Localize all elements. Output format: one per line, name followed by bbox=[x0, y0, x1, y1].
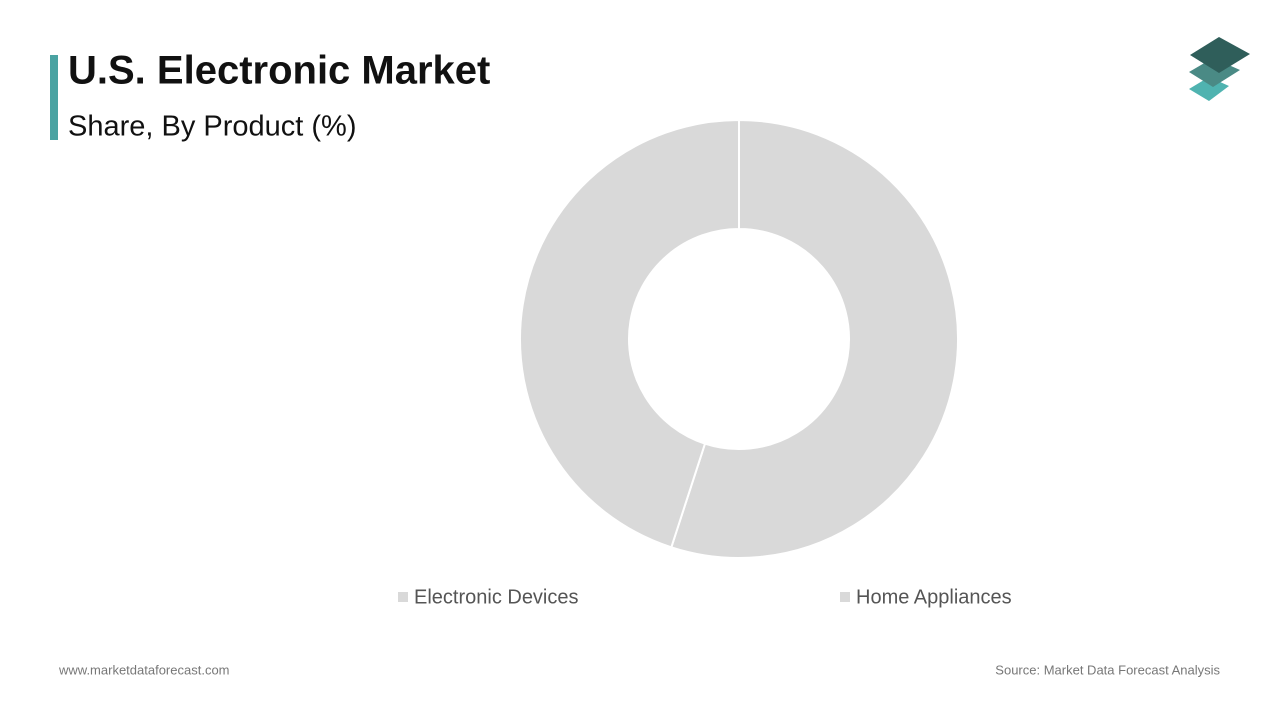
slice bbox=[519, 118, 740, 549]
legend-marker bbox=[840, 592, 850, 602]
title: U.S. Electronic Market bbox=[68, 49, 490, 93]
title-accent bbox=[50, 55, 58, 140]
logo bbox=[1189, 37, 1250, 101]
legend-label: Home Appliances bbox=[856, 586, 1012, 608]
website: www.marketdataforecast.com bbox=[58, 662, 230, 677]
subtitle: Share, By Product (%) bbox=[68, 111, 357, 143]
slice bbox=[670, 118, 959, 559]
legend-marker bbox=[398, 592, 408, 602]
legend-label: Electronic Devices bbox=[414, 586, 579, 608]
source: Source: Market Data Forecast Analysis bbox=[995, 662, 1220, 677]
